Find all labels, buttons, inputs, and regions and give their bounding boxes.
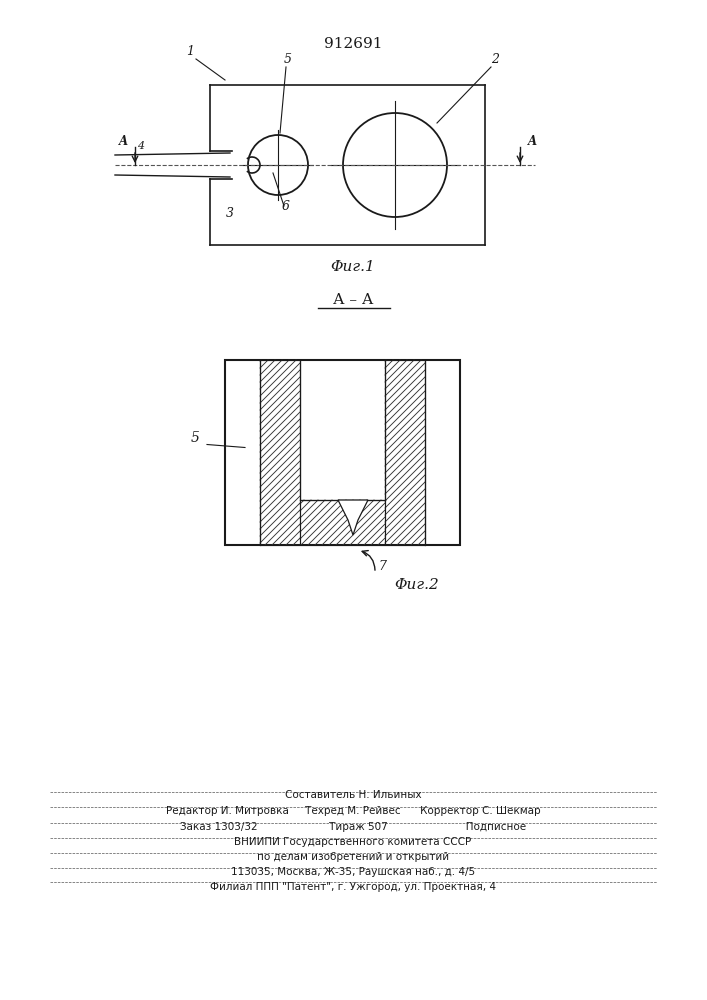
Text: А – А: А – А [333, 293, 373, 307]
Text: Φиг.2: Φиг.2 [394, 578, 439, 592]
Text: 5: 5 [191, 432, 199, 446]
Text: 3: 3 [226, 207, 234, 220]
Text: 7: 7 [378, 560, 386, 573]
Text: 1: 1 [186, 45, 194, 58]
Circle shape [343, 113, 447, 217]
Text: 6: 6 [282, 200, 290, 213]
Text: 912691: 912691 [324, 37, 382, 51]
Polygon shape [338, 500, 368, 535]
Text: Составитель Н. Ильиных: Составитель Н. Ильиных [285, 790, 421, 800]
Text: 5: 5 [284, 53, 292, 66]
Circle shape [248, 135, 308, 195]
Text: 113035, Москва, Ж-35, Раушская наб., д. 4/5: 113035, Москва, Ж-35, Раушская наб., д. … [231, 867, 475, 877]
Text: 4: 4 [137, 141, 144, 151]
Text: по делам изобретений и открытий: по делам изобретений и открытий [257, 852, 449, 862]
Text: Филиал ППП "Патент", г. Ужгород, ул. Проектная, 4: Филиал ППП "Патент", г. Ужгород, ул. Про… [210, 882, 496, 892]
Text: Редактор И. Митровка     Техред М. Рейвес      Корректор С. Шекмар: Редактор И. Митровка Техред М. Рейвес Ко… [165, 806, 540, 816]
Text: 2: 2 [491, 53, 499, 66]
Bar [385, 360, 425, 545]
Bar [300, 500, 385, 545]
Bar [260, 360, 300, 545]
Text: A: A [527, 135, 537, 148]
Text: ВНИИПИ Государственного комитета СССР: ВНИИПИ Государственного комитета СССР [235, 837, 472, 847]
Text: A: A [119, 135, 127, 148]
Text: Заказ 1303/32                      Тираж 507                        Подписное: Заказ 1303/32 Тираж 507 Подписное [180, 822, 526, 832]
Bar [225, 360, 460, 545]
Text: Φиг.1: Φиг.1 [331, 260, 375, 274]
